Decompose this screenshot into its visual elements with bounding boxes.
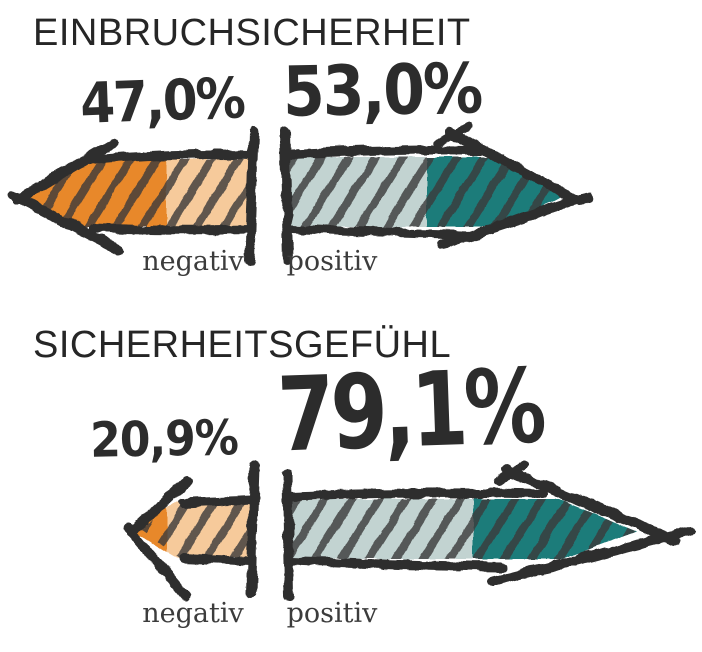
- arrow-bottom-edge: [178, 553, 254, 566]
- arrow-bottom-edge: [287, 224, 476, 240]
- arrowhead-lower-stroke: [123, 523, 190, 601]
- arrowhead-flick-stroke: [494, 460, 529, 486]
- tail-bar: [282, 469, 294, 601]
- arrow-top-edge: [287, 488, 548, 501]
- arrowhead-upper-stroke: [12, 138, 118, 205]
- arrowhead-lower-stroke: [8, 190, 124, 255]
- arrow-hatch: [289, 157, 566, 227]
- chart1-title: EINBRUCHSICHERHEIT: [33, 12, 471, 54]
- tail-bar: [246, 461, 260, 597]
- chart2-positive-value: 79,1%: [275, 347, 545, 476]
- arrow-bottom-edge: [89, 223, 254, 235]
- chart1-negative-label: negativ: [142, 246, 244, 277]
- tail-bar: [245, 127, 259, 265]
- arrowhead-lower-stroke: [487, 526, 695, 587]
- chart1-negative-arrow: [8, 127, 259, 265]
- arrowhead-upper-stroke: [502, 465, 681, 546]
- arrowhead-upper-stroke: [445, 127, 584, 206]
- arrow-hatch: [289, 499, 637, 559]
- arrow-hatch: [16, 159, 253, 227]
- chart2-title: SICHERHEITSGEFÜHL: [33, 324, 452, 366]
- arrowhead-upper-stroke: [126, 476, 192, 538]
- chart2-negative-value: 20,9%: [89, 410, 239, 469]
- arrow-bottom-edge: [287, 556, 508, 572]
- chart2-negative-arrow: [123, 461, 260, 601]
- chart2-negative-label: negativ: [142, 598, 244, 629]
- chart1-positive-arrow: [280, 123, 592, 265]
- chart2-positive-label: positiv: [286, 598, 378, 629]
- chart1-positive-label: positiv: [286, 246, 378, 277]
- arrow-top-edge: [177, 495, 256, 508]
- chart1-positive-value: 53,0%: [282, 49, 482, 133]
- arrow-top-edge: [85, 150, 256, 165]
- tail-bar: [280, 127, 293, 265]
- arrowhead-flick-stroke: [434, 123, 472, 147]
- arrow-top-edge: [287, 145, 486, 159]
- arrow-hatch: [140, 502, 253, 558]
- chart2-positive-arrow: [282, 460, 695, 601]
- arrowhead-lower-stroke: [438, 192, 592, 249]
- chart1-negative-value: 47,0%: [79, 65, 245, 137]
